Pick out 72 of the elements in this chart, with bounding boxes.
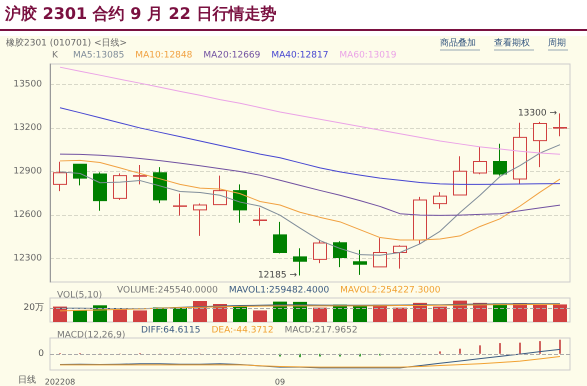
text: 日线 — [18, 374, 36, 386]
candlestick — [73, 164, 87, 186]
candlestick — [93, 172, 107, 212]
text: 周期 — [548, 38, 566, 48]
candlestick — [433, 192, 447, 210]
text: 查看期权 — [494, 38, 530, 48]
bar — [53, 306, 67, 322]
text: DIFF:64.6115 — [141, 326, 200, 336]
bar — [353, 306, 367, 322]
candlestick — [493, 143, 507, 176]
candlestick — [553, 112, 567, 137]
chart-title: VOL(5,10) — [57, 290, 102, 300]
line-series — [60, 154, 560, 216]
chart-title: 沪胶 2301 合约 9 月 22 日行情走势 — [5, 4, 276, 25]
series-label: MAVOL2:254227.3000 — [340, 286, 441, 296]
text: MA60:13019 — [339, 50, 397, 60]
y-tick-label: 12600 — [13, 210, 42, 220]
bar — [433, 306, 447, 322]
bar — [113, 310, 127, 322]
text: MA40:12817 — [271, 50, 328, 60]
line-series — [60, 107, 560, 185]
candlestick — [453, 156, 467, 196]
text: MACD:217.9652 — [284, 326, 358, 336]
bar — [153, 307, 167, 322]
candlestick — [513, 122, 527, 184]
line-series — [60, 144, 560, 256]
candlestick — [273, 221, 287, 254]
line-series — [60, 160, 560, 240]
candlestick — [413, 196, 427, 244]
text: MA5:13085 — [73, 50, 124, 60]
chart-title: MACD(12,26,9) — [57, 330, 126, 340]
candlestick — [533, 121, 547, 168]
bar — [253, 310, 267, 322]
text: 商品叠加 — [440, 38, 476, 48]
y-tick-label: 12300 — [13, 254, 42, 264]
candlestick — [53, 161, 67, 192]
bar — [553, 304, 567, 322]
ref-line-label: 0 — [38, 348, 44, 359]
series-label: VOLUME:245540.0000 — [117, 286, 218, 296]
annotation: 12185 → — [258, 270, 298, 280]
bar — [73, 310, 87, 322]
candlestick — [313, 239, 327, 264]
text: DEA:-44.3712 — [211, 326, 274, 336]
annotation: 13300 → — [518, 108, 558, 118]
candlestick — [233, 184, 247, 224]
candlestick — [193, 203, 207, 236]
bar — [313, 308, 327, 322]
y-tick-label: 13200 — [13, 122, 42, 133]
y-tick-label: 13500 — [13, 79, 42, 90]
bar — [393, 308, 407, 322]
bar — [533, 304, 547, 322]
chart-subtitle: 橡胶2301 (010701) <日线> — [6, 38, 128, 48]
series-label: MAVOL1:259482.4000 — [228, 286, 330, 296]
x-tick-label: 09 — [274, 378, 286, 386]
candlestick — [353, 249, 367, 276]
y-tick-label: 12900 — [13, 166, 42, 177]
candlestick — [473, 146, 487, 175]
candlestick — [173, 193, 187, 216]
text: MA20:12669 — [203, 50, 261, 60]
candlestick — [153, 166, 167, 204]
bar — [133, 310, 147, 322]
candlestick — [333, 240, 347, 268]
x-tick-label: 202208 — [44, 378, 76, 386]
ref-line-label: 20万 — [24, 302, 44, 313]
candlestick — [373, 238, 387, 268]
line-series — [60, 66, 560, 155]
candlestick — [393, 244, 407, 270]
legend-title: K — [52, 50, 59, 60]
candlestick — [113, 172, 127, 200]
text: MA10:12848 — [135, 50, 193, 60]
candlestick — [213, 175, 227, 206]
candlestick — [253, 207, 267, 226]
